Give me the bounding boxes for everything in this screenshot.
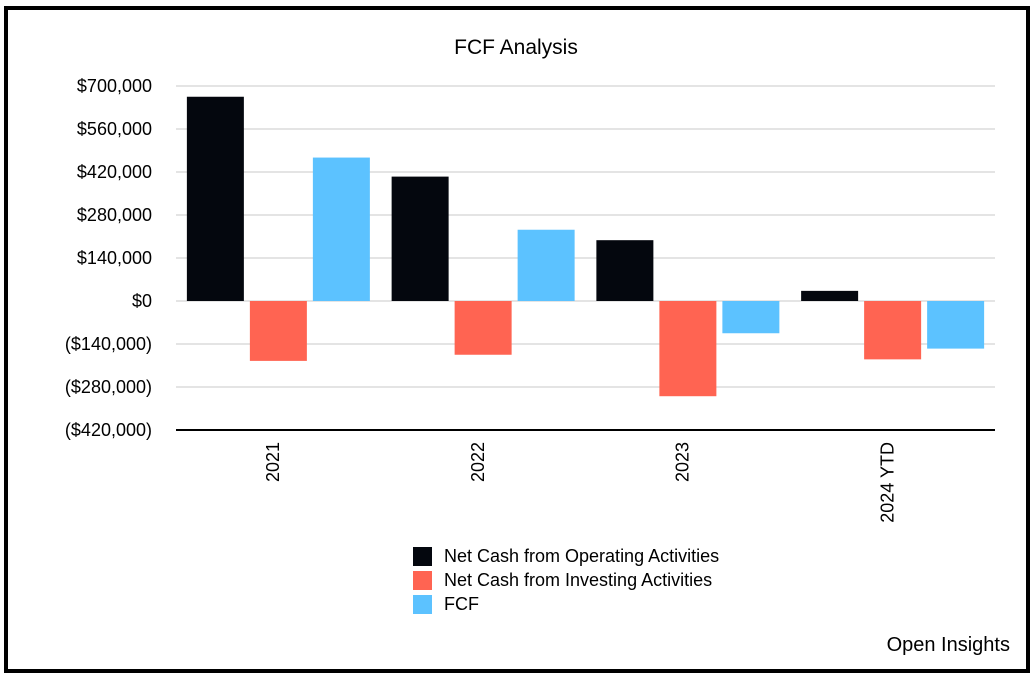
- legend-label-operating: Net Cash from Operating Activities: [444, 545, 720, 566]
- bar-fcf: [722, 301, 780, 334]
- bar-investing: [659, 301, 717, 397]
- legend: Net Cash from Operating Activities Net C…: [413, 544, 719, 616]
- bar-operating: [801, 290, 859, 301]
- bar-operating: [391, 176, 449, 301]
- y-tick-label: $0: [132, 291, 152, 311]
- legend-item-fcf: FCF: [413, 592, 719, 616]
- legend-swatch-fcf: [413, 594, 432, 614]
- x-tick-label: 2022: [468, 442, 488, 482]
- y-tick-label: $140,000: [77, 248, 152, 268]
- legend-item-operating: Net Cash from Operating Activities: [413, 544, 719, 568]
- legend-item-investing: Net Cash from Investing Activities: [413, 568, 719, 592]
- legend-label-fcf: FCF: [444, 593, 479, 614]
- x-tick-label: 2023: [673, 442, 693, 482]
- bar-investing: [454, 301, 512, 355]
- y-tick-label: $700,000: [77, 76, 152, 96]
- y-tick-label: $560,000: [77, 119, 152, 139]
- bar-fcf: [517, 229, 575, 301]
- bar-operating: [596, 240, 654, 301]
- bar-fcf: [312, 157, 370, 301]
- chart-title: FCF Analysis: [454, 36, 578, 59]
- y-tick-label: ($420,000): [65, 420, 152, 440]
- y-tick-label: ($280,000): [65, 377, 152, 397]
- y-tick-label: ($140,000): [65, 334, 152, 354]
- credit-label: Open Insights: [886, 634, 1010, 656]
- legend-swatch-operating: [413, 546, 432, 566]
- bar-investing: [249, 301, 307, 361]
- x-tick-label: 2024 YTD: [877, 442, 897, 523]
- legend-label-investing: Net Cash from Investing Activities: [444, 569, 713, 590]
- x-tick-label: 2021: [263, 442, 283, 482]
- bar-fcf: [927, 301, 985, 349]
- y-tick-label: $280,000: [77, 205, 152, 225]
- bar-operating: [186, 96, 244, 301]
- chart-frame: [4, 6, 1030, 673]
- bar-investing: [864, 301, 922, 360]
- y-tick-label: $420,000: [77, 162, 152, 182]
- legend-swatch-investing: [413, 570, 432, 590]
